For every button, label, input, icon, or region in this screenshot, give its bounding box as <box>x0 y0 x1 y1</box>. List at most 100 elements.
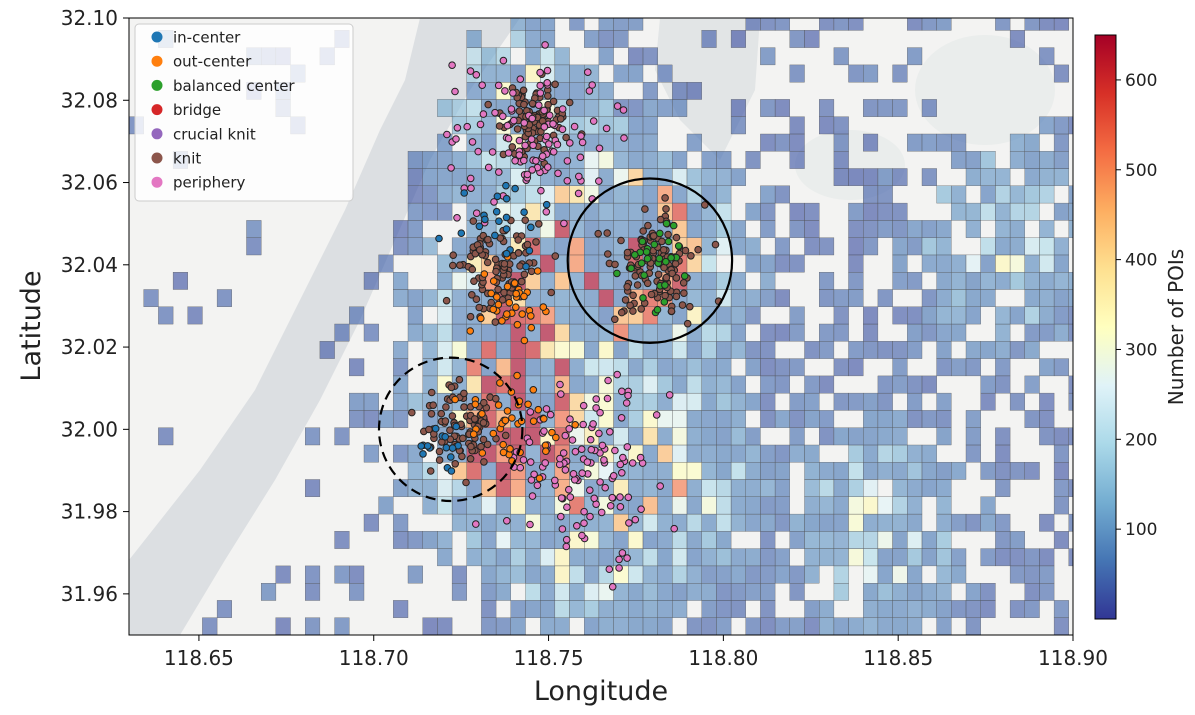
heatmap-cell <box>760 323 776 342</box>
poi-point-periphery <box>609 472 618 480</box>
heatmap-cell <box>1053 18 1069 31</box>
heatmap-cell <box>686 565 702 584</box>
poi-point-out-center <box>505 298 514 307</box>
heatmap-cell <box>363 392 379 411</box>
poi-point-balanced-center <box>653 305 662 314</box>
heatmap-cell <box>554 289 570 307</box>
heatmap-cell <box>495 565 511 584</box>
y-tick-label: 31.98 <box>61 500 118 524</box>
heatmap-cell <box>642 479 658 497</box>
heatmap-cell <box>745 392 761 411</box>
heatmap-cell <box>657 565 673 584</box>
poi-point-out-center <box>501 416 510 425</box>
heatmap-cell <box>1068 289 1073 307</box>
heatmap-cell <box>907 341 923 359</box>
heatmap-cell <box>863 531 879 549</box>
poi-point-periphery <box>504 134 513 143</box>
annotation-circles <box>377 177 734 503</box>
heatmap-cell <box>907 392 923 411</box>
poi-point-out-center <box>510 279 519 287</box>
heatmap-cell <box>584 341 600 359</box>
heatmap-cell <box>995 254 1011 273</box>
heatmap-cell <box>848 358 864 377</box>
heatmap-cell <box>1039 427 1055 446</box>
poi-point-periphery <box>472 209 481 217</box>
heatmap-cell <box>760 99 776 117</box>
heatmap-cell <box>657 600 673 618</box>
poi-point-knit <box>470 277 478 286</box>
heatmap-cell <box>921 600 937 618</box>
heatmap-cell <box>789 220 805 238</box>
heatmap-cell <box>760 289 776 307</box>
heatmap-cell <box>980 548 996 567</box>
poi-point-knit <box>514 236 523 244</box>
poi-point-periphery <box>499 56 508 65</box>
x-tick-label: 118.70 <box>339 646 409 670</box>
heatmap-cell <box>525 47 541 66</box>
heatmap-cell <box>965 272 981 290</box>
heatmap-cell <box>877 202 893 221</box>
poi-point-out-center <box>512 289 521 298</box>
heatmap-cell <box>760 202 776 221</box>
poi-point-in-center <box>520 208 528 216</box>
poi-point-knit <box>520 270 529 279</box>
poi-point-knit <box>656 215 665 224</box>
heatmap-cell <box>510 513 526 532</box>
heatmap-cell <box>745 289 761 307</box>
heatmap-cell <box>422 617 438 635</box>
poi-point-knit <box>664 230 672 239</box>
poi-point-periphery <box>595 429 603 438</box>
heatmap-cell <box>686 427 702 446</box>
heatmap-cell <box>863 444 879 463</box>
heatmap-cell <box>833 358 849 377</box>
heatmap-cell <box>936 410 952 428</box>
poi-point-knit <box>639 227 648 235</box>
heatmap-cell <box>921 548 937 567</box>
heatmap-cell <box>892 479 908 497</box>
heatmap-cell <box>407 168 423 186</box>
heatmap-cell <box>584 617 600 635</box>
heatmap-cell <box>833 565 849 584</box>
heatmap-cell <box>936 289 952 307</box>
heatmap-cell <box>672 479 688 497</box>
poi-point-knit <box>492 394 500 403</box>
heatmap-cell <box>349 565 365 584</box>
poi-point-periphery <box>526 458 535 466</box>
poi-point-in-center <box>522 262 530 271</box>
heatmap-cell <box>407 479 423 497</box>
poi-point-periphery <box>652 411 661 419</box>
heatmap-cell <box>774 548 790 567</box>
poi-point-periphery <box>586 512 594 521</box>
heatmap-cell <box>877 392 893 411</box>
heatmap-cell <box>965 427 981 446</box>
poi-point-knit <box>532 238 540 246</box>
poi-point-periphery <box>588 81 597 89</box>
heatmap-cell <box>451 583 467 601</box>
heatmap-cell <box>1039 254 1055 273</box>
poi-point-knit <box>603 229 612 237</box>
poi-point-out-center <box>539 303 548 311</box>
heatmap-cell <box>407 531 423 549</box>
heatmap-cell <box>495 548 511 567</box>
heatmap-cell <box>965 220 981 238</box>
poi-point-knit <box>467 442 475 451</box>
heatmap-cell <box>451 272 467 290</box>
heatmap-cell <box>863 323 879 342</box>
poi-point-knit <box>472 295 481 304</box>
heatmap-cell <box>540 513 556 532</box>
heatmap-cell <box>642 47 658 66</box>
heatmap-cell <box>554 565 570 584</box>
heatmap-cell <box>525 565 541 584</box>
heatmap-cell <box>657 583 673 601</box>
heatmap-cell <box>701 289 717 307</box>
heatmap-cell <box>745 151 761 169</box>
heatmap-cell <box>393 444 409 463</box>
heatmap-cell <box>613 116 629 135</box>
poi-point-out-center <box>451 395 459 404</box>
heatmap-cell <box>921 583 937 601</box>
poi-point-periphery <box>613 102 622 110</box>
poi-point-periphery <box>605 565 614 574</box>
heatmap-cell <box>1024 583 1040 601</box>
poi-point-knit <box>442 403 450 411</box>
heatmap-cell <box>907 617 923 635</box>
